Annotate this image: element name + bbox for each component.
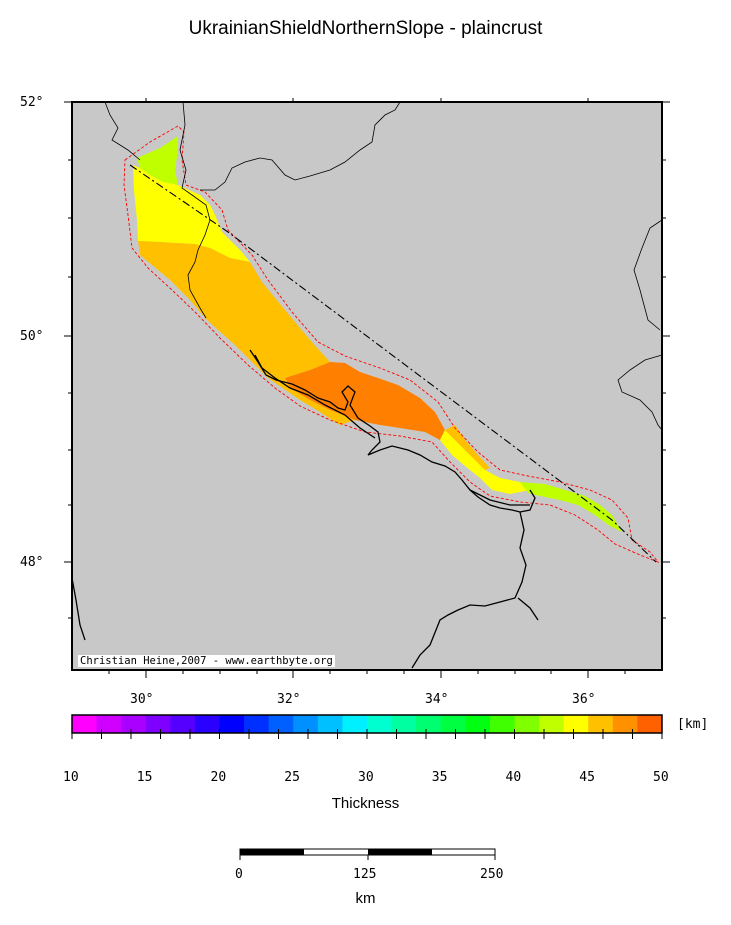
colorbar-swatch — [539, 715, 565, 733]
thickness-zone-dark-orange — [285, 362, 445, 440]
colorbar-tick-label: 30 — [358, 770, 374, 785]
colorbar-swatch — [391, 715, 417, 733]
credit-text: Christian Heine,2007 - www.earthbyte.org — [78, 655, 335, 667]
colorbar-swatch — [342, 715, 368, 733]
colorbar-unit: [km] — [677, 717, 709, 732]
colorbar-tick-label: 15 — [136, 770, 153, 785]
colorbar-swatch — [293, 715, 319, 733]
colorbar-swatch — [72, 715, 98, 733]
colorbar-swatch — [194, 715, 220, 733]
lon-label-30: 30° — [130, 692, 154, 707]
colorbar-swatch — [416, 715, 442, 733]
colorbar-swatch — [514, 715, 540, 733]
colorbar-swatch — [612, 715, 638, 733]
scale-label-250: 250 — [480, 867, 504, 882]
colorbar-swatch — [170, 715, 196, 733]
thickness-zone-yellow-nw — [133, 165, 250, 262]
colorbar-tick-label: 50 — [653, 770, 669, 785]
colorbar-swatch — [588, 715, 614, 733]
colorbar-tick-label: 10 — [63, 770, 79, 785]
map-panel — [71, 101, 663, 671]
lon-label-32: 32° — [277, 692, 301, 707]
colorbar-swatch — [244, 715, 270, 733]
thickness-zone-orange-yellow-se2 — [445, 425, 490, 470]
colorbar-swatch — [96, 715, 122, 733]
rivers — [71, 349, 539, 669]
colorbar-swatch — [268, 715, 294, 733]
lat-label-52: 52° — [20, 95, 44, 110]
scale-label-0: 0 — [235, 867, 243, 882]
colorbar-swatch — [317, 715, 343, 733]
colorbar — [71, 714, 663, 739]
map-ticks — [64, 98, 670, 678]
thickness-zone-green-nw — [137, 136, 178, 185]
thickness-zone-yellow-se — [440, 430, 530, 494]
colorbar-tick-label: 40 — [505, 770, 522, 785]
thickness-zone-orange-yellow-se — [268, 378, 355, 425]
colorbar-swatch — [465, 715, 491, 733]
lon-label-34: 34° — [425, 692, 449, 707]
scale-unit: km — [355, 890, 376, 907]
colorbar-tick-label: 25 — [284, 770, 300, 785]
colorbar-tick-label: 45 — [579, 770, 595, 785]
thickness-zone-orange-yellow — [138, 241, 330, 378]
province-outline — [123, 125, 660, 564]
colorbar-title: Thickness — [331, 795, 400, 812]
colorbar-swatch — [489, 715, 515, 733]
colorbar-swatch — [121, 715, 147, 733]
colorbar-swatch — [440, 715, 466, 733]
colorbar-swatch — [145, 715, 171, 733]
colorbar-tick-label: 20 — [210, 770, 227, 785]
scale-label-125: 125 — [353, 867, 377, 882]
colorbar-swatch — [637, 715, 663, 733]
profile-line — [129, 164, 657, 563]
lat-label-50: 50° — [20, 329, 44, 344]
colorbar-tick-label: 35 — [431, 770, 448, 785]
scale-bar — [239, 848, 496, 860]
colorbar-swatch — [563, 715, 589, 733]
colorbar-swatch — [367, 715, 393, 733]
colorbar-swatch — [219, 715, 245, 733]
lat-label-48: 48° — [20, 555, 44, 570]
thickness-zone-green-se — [520, 482, 622, 532]
map-title: UkrainianShieldNorthernSlope - plaincrus… — [188, 18, 543, 39]
lon-label-36: 36° — [572, 692, 596, 707]
